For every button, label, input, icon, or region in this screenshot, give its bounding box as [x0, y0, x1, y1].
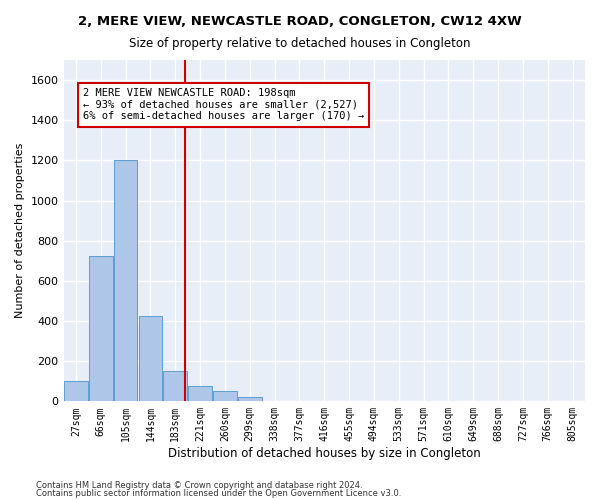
Text: Contains HM Land Registry data © Crown copyright and database right 2024.: Contains HM Land Registry data © Crown c… — [36, 480, 362, 490]
Bar — [64, 382, 88, 402]
Bar — [89, 256, 113, 402]
Y-axis label: Number of detached properties: Number of detached properties — [15, 143, 25, 318]
Bar — [238, 398, 262, 402]
X-axis label: Distribution of detached houses by size in Congleton: Distribution of detached houses by size … — [168, 447, 481, 460]
Bar — [188, 386, 212, 402]
Bar — [114, 160, 137, 402]
Text: Contains public sector information licensed under the Open Government Licence v3: Contains public sector information licen… — [36, 489, 401, 498]
Text: 2, MERE VIEW, NEWCASTLE ROAD, CONGLETON, CW12 4XW: 2, MERE VIEW, NEWCASTLE ROAD, CONGLETON,… — [78, 15, 522, 28]
Text: Size of property relative to detached houses in Congleton: Size of property relative to detached ho… — [129, 38, 471, 51]
Bar — [163, 371, 187, 402]
Bar — [213, 392, 237, 402]
Bar — [139, 316, 162, 402]
Text: 2 MERE VIEW NEWCASTLE ROAD: 198sqm
← 93% of detached houses are smaller (2,527)
: 2 MERE VIEW NEWCASTLE ROAD: 198sqm ← 93%… — [83, 88, 364, 122]
